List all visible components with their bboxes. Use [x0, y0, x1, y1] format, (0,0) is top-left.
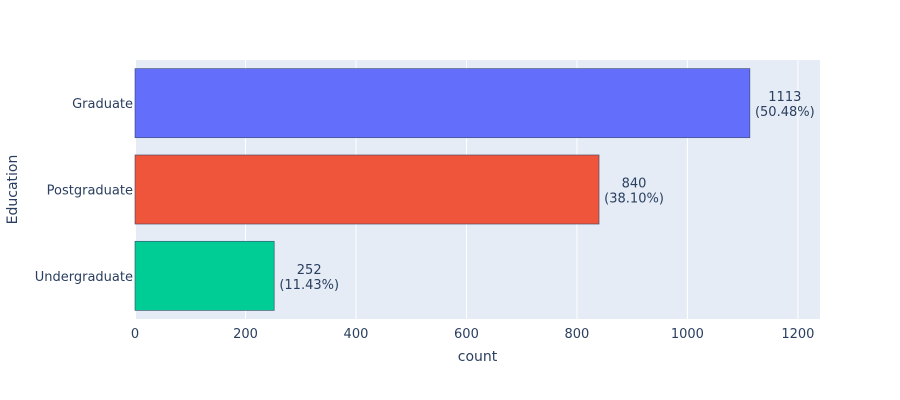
x-tick-label: 1000 — [671, 327, 704, 342]
y-axis-title: Education — [5, 155, 21, 225]
y-tick-label: Graduate — [72, 97, 133, 112]
x-tick-label: 400 — [344, 327, 369, 342]
data-labels: 1113(50.48%) 840(38.10%) 252(11.43%) — [279, 90, 814, 293]
x-axis-title: count — [458, 349, 498, 365]
x-tick-label: 0 — [131, 327, 139, 342]
data-label-percent: (11.43%) — [279, 278, 339, 293]
data-label-percent: (38.10%) — [604, 192, 664, 207]
x-tick-label: 200 — [233, 327, 258, 342]
bar-postgraduate[interactable] — [134, 154, 600, 225]
data-label-count: 252 — [297, 263, 322, 278]
bar-graduate[interactable] — [134, 68, 751, 139]
data-label-percent: (50.48%) — [755, 105, 815, 120]
x-tick-label: 600 — [454, 327, 479, 342]
data-label-count: 840 — [622, 177, 647, 192]
x-axis-ticks: 0 200 400 600 800 1000 1200 — [131, 327, 815, 342]
x-tick-label: 1200 — [781, 327, 814, 342]
y-axis-ticks: Graduate Postgraduate Undergraduate — [35, 97, 133, 285]
x-tick-label: 800 — [565, 327, 590, 342]
data-label-count: 1113 — [768, 90, 801, 105]
y-tick-label: Undergraduate — [35, 270, 133, 285]
bars — [134, 68, 751, 311]
y-tick-label: Postgraduate — [47, 184, 133, 199]
bar-undergraduate[interactable] — [134, 240, 275, 311]
